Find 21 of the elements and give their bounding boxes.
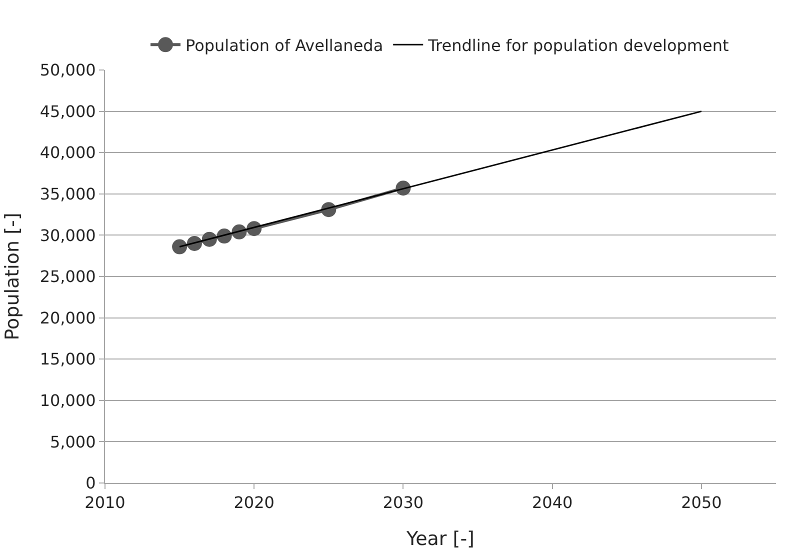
y-tick-label: 35,000 [40, 184, 96, 204]
y-tick-label: 0 [86, 474, 96, 493]
x-tick-label: 2020 [234, 493, 274, 512]
x-tick-label: 2030 [382, 493, 424, 512]
y-tick-label: 15,000 [40, 350, 96, 369]
y-tick-label: 10,000 [40, 391, 96, 410]
y-tick-label: 5,000 [50, 432, 96, 452]
y-tick-label: 20,000 [40, 308, 96, 328]
y-tick-label: 25,000 [40, 267, 96, 286]
y-axis-title: Population [-] [2, 212, 24, 340]
x-axis-title: Year [-] [406, 528, 474, 550]
x-tick-label: 2010 [84, 493, 126, 512]
legend-label: Trendline for population development [427, 36, 729, 55]
point [172, 239, 188, 254]
y-tick-label: 30,000 [40, 226, 96, 245]
x-tick-label: 2040 [532, 493, 573, 512]
x-tick-label: 2050 [681, 493, 722, 512]
y-tick-label: 40,000 [40, 143, 96, 162]
legend-label: Population of Avellaneda [186, 36, 384, 55]
y-tick-label: 45,000 [40, 102, 96, 121]
y-tick-label: 50,000 [40, 60, 96, 80]
